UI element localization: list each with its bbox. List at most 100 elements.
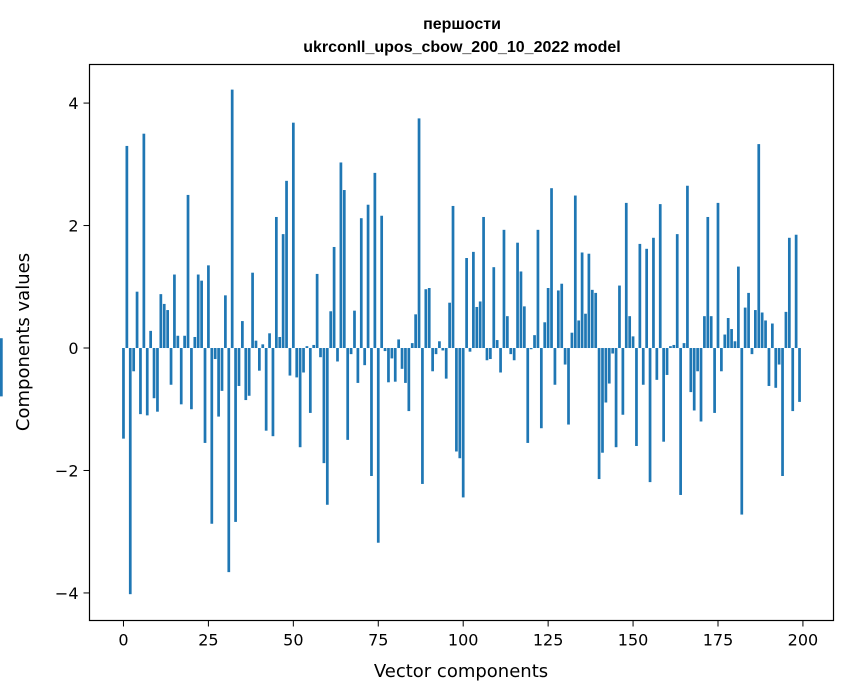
bar-99 — [458, 348, 462, 459]
bar-89 — [424, 289, 428, 349]
bar-143 — [607, 348, 611, 384]
bar-195 — [784, 311, 788, 349]
bar-68 — [353, 310, 356, 349]
bar-128 — [556, 290, 560, 349]
bar-86 — [414, 314, 417, 349]
bar-160 — [665, 348, 669, 375]
bar-39 — [254, 340, 258, 349]
bar-46 — [278, 336, 282, 349]
bar-93 — [438, 341, 441, 349]
bar-96 — [448, 302, 451, 349]
bar-7 — [145, 348, 149, 416]
bar-2 — [128, 348, 132, 595]
bar-186 — [754, 310, 757, 349]
y-axis-label: Components values — [13, 253, 34, 431]
bar-18 — [183, 335, 186, 349]
bar-138 — [590, 289, 594, 349]
bar-129 — [560, 283, 564, 349]
bar-176 — [720, 348, 723, 372]
bar-137 — [587, 253, 591, 349]
bar-76 — [380, 215, 384, 349]
bar-158 — [658, 204, 662, 349]
bar-66 — [346, 348, 350, 440]
bar-171 — [703, 316, 706, 349]
bar-33 — [234, 348, 237, 522]
bar-34 — [237, 348, 241, 386]
bar-81 — [397, 339, 401, 349]
bar-110 — [495, 340, 499, 349]
bar-120 — [529, 348, 533, 350]
bar-156 — [652, 237, 655, 349]
plot-frame — [88, 63, 835, 622]
bar-139 — [594, 292, 598, 349]
bar-181 — [737, 266, 740, 349]
bar-3 — [132, 348, 136, 372]
bar-130 — [563, 348, 567, 365]
bar-30 — [224, 295, 227, 349]
bar-51 — [295, 348, 299, 378]
bar-145 — [614, 348, 618, 448]
bar-108 — [489, 348, 492, 360]
bar-0 — [122, 348, 125, 439]
bar-38 — [251, 272, 254, 349]
bar-197 — [791, 348, 795, 412]
bar-63 — [336, 348, 339, 362]
y-tick-label: 4 — [68, 94, 78, 113]
bar-183 — [743, 307, 747, 349]
bar-185 — [750, 348, 754, 355]
bar-87 — [417, 118, 421, 349]
x-tick-label: 150 — [618, 631, 649, 650]
bar-153 — [641, 348, 645, 385]
bar-53 — [302, 348, 305, 373]
bar-61 — [329, 311, 333, 349]
bar-101 — [465, 258, 468, 349]
bar-147 — [621, 348, 625, 415]
bar-5 — [139, 348, 142, 415]
bar-52 — [298, 348, 302, 448]
bar-21 — [193, 336, 197, 349]
bar-117 — [519, 271, 523, 349]
bar-77 — [383, 348, 387, 352]
bar-98 — [455, 348, 458, 452]
bar-23 — [200, 280, 203, 349]
bar-169 — [696, 348, 699, 372]
bar-107 — [485, 348, 489, 361]
x-axis-label: Vector components — [374, 661, 548, 682]
bar-45 — [274, 216, 278, 349]
bar-37 — [247, 348, 251, 396]
bar-59 — [322, 348, 326, 464]
y-tick-label: −2 — [55, 461, 79, 480]
bar-189 — [764, 320, 767, 349]
bar-62 — [332, 246, 336, 349]
bar-182 — [740, 348, 744, 515]
bar-198 — [794, 234, 798, 349]
bar-undefined — [0, 348, 3, 397]
bar-60 — [325, 348, 329, 505]
bar-106 — [482, 216, 485, 349]
bar-94 — [441, 348, 445, 351]
bar-41 — [261, 344, 265, 349]
bar-134 — [577, 320, 581, 349]
bar-191 — [770, 323, 774, 349]
bar-1 — [125, 145, 129, 349]
bar-123 — [539, 348, 543, 429]
bar-13 — [166, 310, 169, 349]
bar-69 — [356, 348, 360, 383]
bar-35 — [241, 321, 244, 349]
bar-180 — [733, 341, 737, 349]
bar-102 — [468, 348, 472, 352]
bar-192 — [774, 348, 778, 388]
bar-40 — [258, 348, 261, 371]
bar-55 — [308, 348, 312, 413]
bar-84 — [407, 348, 411, 412]
bar-155 — [648, 348, 652, 483]
bar-142 — [604, 348, 608, 403]
y-tick-label: 2 — [68, 217, 78, 236]
x-axis-ticks: 0 25 50 75 100 125 150 175 200 — [118, 620, 818, 650]
bar-58 — [319, 348, 322, 358]
bar-19 — [186, 194, 190, 349]
bar-90 — [427, 288, 431, 349]
bar-65 — [342, 190, 346, 349]
bar-26 — [210, 348, 214, 524]
